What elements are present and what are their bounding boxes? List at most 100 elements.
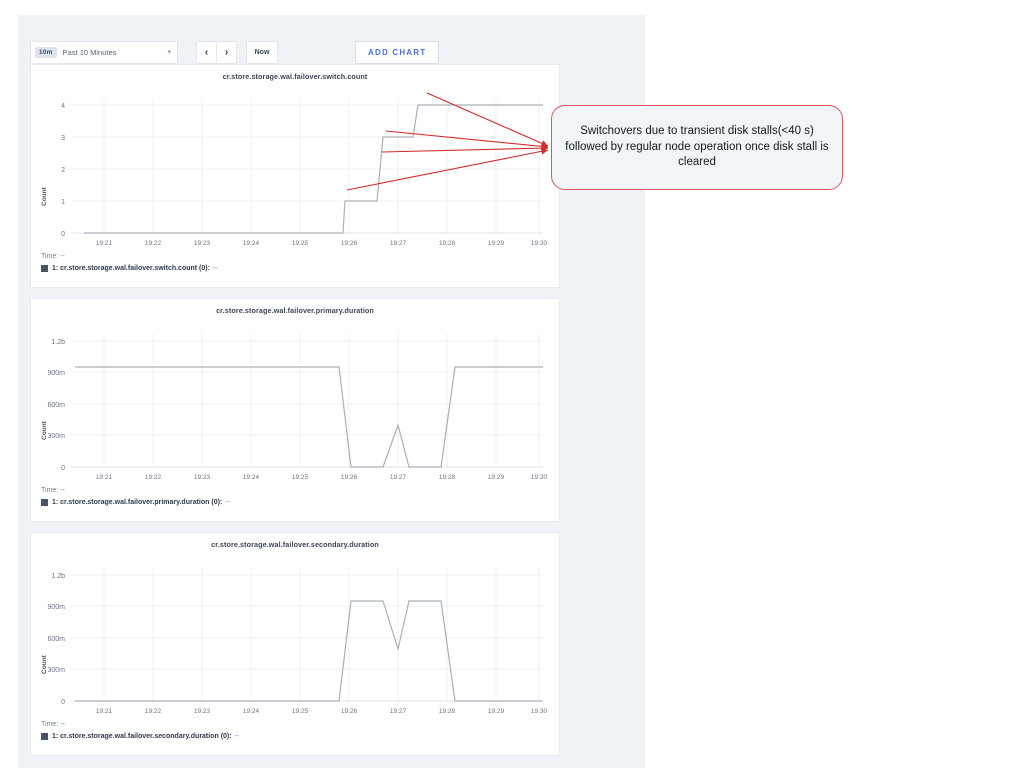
add-chart-button[interactable]: ADD CHART bbox=[355, 40, 440, 64]
legend-series-row[interactable]: 1: cr.store.storage.wal.failover.primary… bbox=[41, 499, 559, 506]
time-range-label: Past 10 Minutes bbox=[62, 47, 117, 57]
y-tick-labels: 0 300m 600m 900m 1.2b bbox=[47, 339, 65, 472]
x-tick-labels: 19:21 19:22 19:23 19:24 19:25 19:26 19:2… bbox=[96, 240, 548, 247]
series-line-primary-duration bbox=[75, 366, 543, 468]
svg-text:19:26: 19:26 bbox=[341, 240, 358, 247]
svg-text:19:21: 19:21 bbox=[96, 474, 113, 481]
svg-text:19:30: 19:30 bbox=[531, 240, 548, 247]
svg-text:2: 2 bbox=[61, 167, 65, 174]
annotation-callout: Switchovers due to transient disk stalls… bbox=[551, 105, 843, 190]
legend-series-value: -- bbox=[212, 265, 218, 272]
legend-color-swatch bbox=[41, 265, 48, 272]
chart-legend: Time: -- 1: cr.store.storage.wal.failove… bbox=[31, 249, 559, 279]
legend-series-label: 1: cr.store.storage.wal.failover.primary… bbox=[52, 499, 223, 506]
svg-text:19:22: 19:22 bbox=[145, 474, 162, 481]
svg-text:1.2b: 1.2b bbox=[51, 573, 65, 580]
legend-time-value: -- bbox=[60, 253, 65, 260]
legend-time: Time: -- bbox=[41, 487, 559, 494]
svg-text:19:28: 19:28 bbox=[439, 240, 456, 247]
series-line-secondary-duration bbox=[75, 600, 543, 702]
svg-text:1.2b: 1.2b bbox=[51, 339, 65, 346]
legend-color-swatch bbox=[41, 733, 48, 740]
chart-title: cr.store.storage.wal.failover.switch.cou… bbox=[222, 72, 368, 81]
chart-svg: 0 300m 600m 900m 1.2b 19:21 19:22 19:23 … bbox=[47, 567, 548, 715]
y-axis-label: Count bbox=[41, 187, 48, 206]
svg-text:19:27: 19:27 bbox=[390, 240, 407, 247]
svg-text:900m: 900m bbox=[47, 370, 65, 377]
svg-text:19:24: 19:24 bbox=[243, 474, 260, 481]
svg-text:19:30: 19:30 bbox=[531, 474, 548, 481]
time-range-badge: 10m bbox=[35, 46, 57, 58]
plot-area[interactable]: Count bbox=[31, 315, 561, 483]
chart-card-switch-count[interactable]: cr.store.storage.wal.failover.switch.cou… bbox=[30, 64, 560, 288]
svg-text:19:26: 19:26 bbox=[341, 708, 358, 715]
svg-text:19:29: 19:29 bbox=[488, 240, 505, 247]
svg-text:19:29: 19:29 bbox=[488, 708, 505, 715]
svg-text:19:28: 19:28 bbox=[439, 474, 456, 481]
chart-card-primary-duration[interactable]: cr.store.storage.wal.failover.primary.du… bbox=[30, 298, 560, 522]
svg-text:0: 0 bbox=[61, 699, 65, 706]
next-period-button[interactable]: › bbox=[216, 40, 237, 64]
chart-svg: 0 300m 600m 900m 1.2b 19:21 19:22 19:23 … bbox=[47, 333, 548, 481]
svg-text:1: 1 bbox=[61, 199, 65, 206]
legend-time-label: Time: bbox=[41, 253, 59, 260]
svg-text:19:25: 19:25 bbox=[292, 240, 309, 247]
now-button[interactable]: Now bbox=[246, 40, 278, 64]
y-tick-labels: 0 300m 600m 900m 1.2b bbox=[47, 573, 65, 706]
svg-text:19:29: 19:29 bbox=[488, 474, 505, 481]
legend-series-label: 1: cr.store.storage.wal.failover.seconda… bbox=[52, 733, 232, 740]
svg-text:19:22: 19:22 bbox=[145, 240, 162, 247]
prev-period-button[interactable]: ‹ bbox=[196, 40, 217, 64]
chevron-down-icon: ▾ bbox=[167, 49, 171, 56]
grid-lines bbox=[71, 99, 543, 234]
svg-text:0: 0 bbox=[61, 465, 65, 472]
chart-legend: Time: -- 1: cr.store.storage.wal.failove… bbox=[31, 717, 559, 747]
y-axis-label: Count bbox=[41, 421, 48, 440]
legend-time: Time: -- bbox=[41, 253, 559, 260]
svg-text:19:24: 19:24 bbox=[243, 240, 260, 247]
svg-text:19:21: 19:21 bbox=[96, 240, 113, 247]
chart-title: cr.store.storage.wal.failover.primary.du… bbox=[216, 306, 374, 315]
plot-area[interactable]: Count bbox=[31, 549, 561, 717]
legend-series-row[interactable]: 1: cr.store.storage.wal.failover.switch.… bbox=[41, 265, 559, 272]
svg-text:19:23: 19:23 bbox=[194, 474, 211, 481]
legend-time-label: Time: bbox=[41, 487, 59, 494]
legend-time-value: -- bbox=[60, 487, 65, 494]
svg-text:19:22: 19:22 bbox=[145, 708, 162, 715]
time-range-select[interactable]: 10m Past 10 Minutes ▾ bbox=[30, 40, 178, 64]
svg-text:19:21: 19:21 bbox=[96, 708, 113, 715]
svg-text:19:24: 19:24 bbox=[243, 708, 260, 715]
legend-series-row[interactable]: 1: cr.store.storage.wal.failover.seconda… bbox=[41, 733, 559, 740]
legend-series-label: 1: cr.store.storage.wal.failover.switch.… bbox=[52, 265, 210, 272]
x-tick-labels: 19:21 19:22 19:23 19:24 19:25 19:26 19:2… bbox=[96, 708, 548, 715]
svg-text:19:27: 19:27 bbox=[390, 474, 407, 481]
chart-legend: Time: -- 1: cr.store.storage.wal.failove… bbox=[31, 483, 559, 513]
plot-area[interactable]: Count bbox=[31, 81, 561, 249]
svg-text:4: 4 bbox=[61, 103, 65, 110]
legend-time: Time: -- bbox=[41, 721, 559, 728]
grid-lines bbox=[71, 567, 543, 702]
svg-text:300m: 300m bbox=[47, 667, 65, 674]
svg-text:19:23: 19:23 bbox=[194, 708, 211, 715]
svg-text:3: 3 bbox=[61, 135, 65, 142]
annotation-text: Switchovers due to transient disk stalls… bbox=[565, 124, 829, 169]
svg-text:19:27: 19:27 bbox=[390, 708, 407, 715]
chart-card-secondary-duration[interactable]: cr.store.storage.wal.failover.secondary.… bbox=[30, 532, 560, 756]
x-tick-labels: 19:21 19:22 19:23 19:24 19:25 19:26 19:2… bbox=[96, 474, 548, 481]
svg-text:600m: 600m bbox=[47, 402, 65, 409]
legend-time-value: -- bbox=[60, 721, 65, 728]
svg-text:0: 0 bbox=[61, 231, 65, 238]
legend-series-value: -- bbox=[234, 733, 240, 740]
svg-text:19:30: 19:30 bbox=[531, 708, 548, 715]
time-nav-group: ‹ › bbox=[196, 40, 237, 64]
y-tick-labels: 0 1 2 3 4 bbox=[61, 103, 65, 238]
chart-svg: 0 1 2 3 4 19:21 19:22 19:23 19:24 19:25 … bbox=[61, 99, 548, 247]
legend-time-label: Time: bbox=[41, 721, 59, 728]
legend-color-swatch bbox=[41, 499, 48, 506]
svg-text:300m: 300m bbox=[47, 433, 65, 440]
svg-text:19:26: 19:26 bbox=[341, 474, 358, 481]
svg-text:19:23: 19:23 bbox=[194, 240, 211, 247]
legend-series-value: -- bbox=[225, 499, 230, 506]
chart-title: cr.store.storage.wal.failover.secondary.… bbox=[211, 540, 379, 549]
